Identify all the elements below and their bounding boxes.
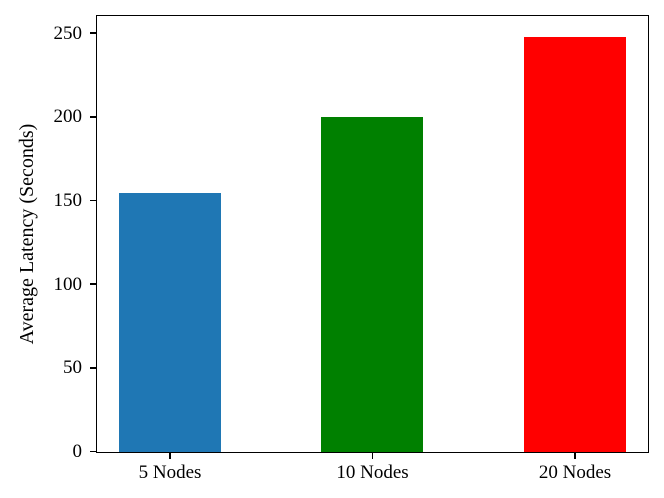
y-tick-label-250: 250 <box>53 22 83 44</box>
x-tick-mark-5-nodes <box>169 453 171 459</box>
y-tick-label-150: 150 <box>53 190 83 212</box>
bar-10-nodes <box>321 117 423 452</box>
y-tick-mark-200 <box>90 116 96 118</box>
y-tick-mark-150 <box>90 199 96 202</box>
y-tick-label-50: 50 <box>63 357 82 379</box>
y-axis-label: Average Latency (Seconds) <box>16 123 38 345</box>
x-tick-label-10-nodes: 10 Nodes <box>336 462 409 483</box>
bar-20-nodes <box>523 37 626 452</box>
x-tick-label-5-nodes: 5 Nodes <box>138 462 202 483</box>
y-tick-label-100: 100 <box>53 273 83 295</box>
x-tick-label-20-nodes: 20 Nodes <box>538 462 612 483</box>
y-tick-mark-250 <box>90 32 96 34</box>
x-tick-mark-20-nodes <box>574 453 576 459</box>
y-tick-label-200: 200 <box>53 106 83 128</box>
y-tick-mark-50 <box>90 367 96 369</box>
y-tick-mark-100 <box>90 283 96 285</box>
x-tick-mark-10-nodes <box>371 453 374 459</box>
y-tick-label-0: 0 <box>72 441 83 462</box>
bar-5-nodes <box>118 192 221 452</box>
plot-area <box>96 15 649 453</box>
y-tick-mark-0 <box>90 450 96 453</box>
